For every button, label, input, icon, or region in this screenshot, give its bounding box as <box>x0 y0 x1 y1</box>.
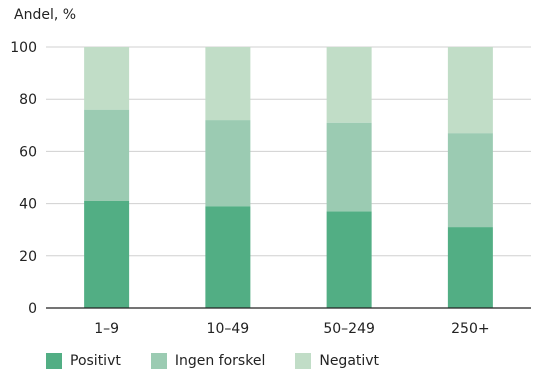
y-tick-label: 0 <box>28 301 37 317</box>
chart-legend: Positivt Ingen forskel Negativt <box>46 353 409 369</box>
legend-swatch <box>295 353 312 369</box>
x-tick-label: 250+ <box>451 321 489 337</box>
bar-segment <box>205 206 251 308</box>
y-axis-title: Andel, % <box>14 7 77 23</box>
bar-segment <box>205 47 251 121</box>
legend-item: Ingen forskel <box>150 353 266 369</box>
y-tick-label: 40 <box>19 197 37 213</box>
bar-segment <box>84 200 130 308</box>
x-tick-label: 10–49 <box>207 321 250 337</box>
legend-item: Positivt <box>46 353 121 369</box>
legend-swatch <box>46 353 62 369</box>
x-tick-label: 50–249 <box>323 321 375 337</box>
bar-segment <box>326 211 372 308</box>
bar-segment <box>447 133 493 228</box>
bar-segment <box>447 47 493 134</box>
bar-segment <box>205 120 251 207</box>
legend-item: Negativt <box>295 353 379 369</box>
legend-swatch <box>150 353 167 369</box>
y-tick-label: 100 <box>10 40 37 56</box>
legend-label: Ingen forskel <box>174 353 266 369</box>
bar-segment <box>326 122 372 212</box>
x-tick-label: 1–9 <box>94 321 119 337</box>
legend-label: Negativt <box>319 353 380 369</box>
bar-segment <box>447 227 493 308</box>
bar-segment <box>326 47 372 123</box>
y-tick-label: 20 <box>19 249 37 265</box>
bar-segment <box>84 47 130 110</box>
bar-segment <box>84 109 130 201</box>
y-tick-label: 60 <box>19 144 37 160</box>
legend-label: Positivt <box>70 353 121 369</box>
y-tick-label: 80 <box>19 92 37 108</box>
